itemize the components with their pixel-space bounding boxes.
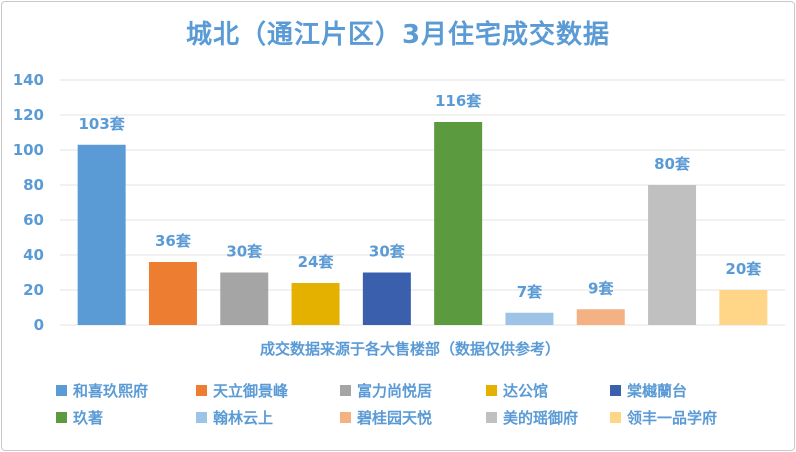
legend-item: 领丰一品学府 [610, 407, 717, 428]
legend-item: 翰林云上 [196, 407, 273, 428]
legend-item: 棠樾蘭台 [610, 380, 687, 401]
y-tick-label: 120 [13, 106, 44, 124]
legend-label: 碧桂园天悦 [357, 409, 433, 427]
bar [220, 272, 269, 325]
legend-label: 领丰一品学府 [627, 409, 718, 427]
legend-swatch [340, 412, 351, 423]
bar [648, 185, 697, 325]
x-axis-label: 成交数据来源于各大售楼部（数据仅供参考） [260, 340, 560, 358]
legend-swatch [196, 412, 207, 423]
y-tick-label: 40 [23, 246, 44, 264]
legend-item: 和喜玖熙府 [56, 380, 148, 401]
legend-item: 富力尚悦居 [340, 380, 432, 401]
legend-swatch [610, 412, 621, 423]
y-tick-label: 20 [23, 281, 44, 299]
y-tick-label: 100 [13, 141, 44, 159]
y-tick-label: 80 [23, 176, 44, 194]
data-label: 103套 [78, 115, 125, 133]
legend-label: 天立御景峰 [213, 382, 289, 400]
data-label: 20套 [725, 260, 762, 278]
data-labels: 103套 36套 30套 24套 30套 116套 7套 9套 80套 20套 [78, 92, 762, 301]
data-label: 80套 [654, 155, 691, 173]
bar [719, 290, 768, 325]
legend-label: 棠樾蘭台 [627, 382, 688, 400]
y-tick-label: 140 [13, 71, 44, 89]
bar [505, 312, 554, 325]
bar [291, 283, 340, 325]
data-label: 9套 [588, 279, 614, 297]
bars [77, 122, 768, 325]
legend-item: 玖著 [56, 407, 103, 428]
bar [362, 272, 411, 325]
legend-swatch [196, 385, 207, 396]
legend-label: 美的瑶御府 [503, 409, 579, 427]
legend-item: 达公馆 [486, 380, 548, 401]
data-label: 36套 [155, 232, 192, 250]
legend-label: 达公馆 [503, 382, 549, 400]
legend-item: 美的瑶御府 [486, 407, 578, 428]
legend-swatch [486, 385, 497, 396]
legend-label: 翰林云上 [213, 409, 274, 427]
bar [77, 144, 126, 325]
legend-swatch [486, 412, 497, 423]
data-label: 7套 [517, 283, 543, 301]
bar [148, 262, 197, 325]
y-tick-label: 0 [34, 316, 44, 334]
y-tick-label: 60 [23, 211, 44, 229]
legend-label: 和喜玖熙府 [73, 382, 149, 400]
legend-swatch [610, 385, 621, 396]
bar [434, 122, 483, 325]
bar [576, 309, 625, 325]
chart-title: 城北（通江片区）3月住宅成交数据 [185, 20, 611, 50]
legend-item: 碧桂园天悦 [340, 407, 432, 428]
legend-label: 富力尚悦居 [357, 382, 433, 400]
legend-label: 玖著 [73, 409, 104, 427]
legend-swatch [56, 412, 67, 423]
data-label: 30套 [369, 243, 406, 261]
y-axis-ticks: 0 20 40 60 80 100 120 140 [13, 71, 44, 334]
data-label: 30套 [226, 243, 263, 261]
data-label: 24套 [298, 253, 335, 271]
legend-item: 天立御景峰 [196, 380, 288, 401]
legend-swatch [56, 385, 67, 396]
legend-swatch [340, 385, 351, 396]
data-label: 116套 [435, 92, 482, 110]
